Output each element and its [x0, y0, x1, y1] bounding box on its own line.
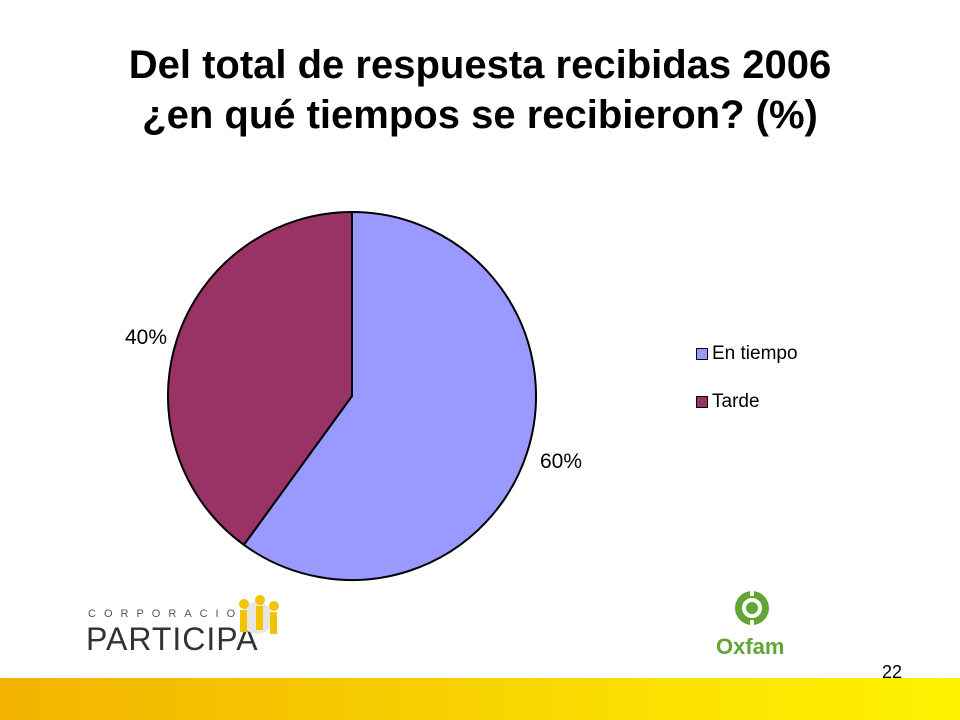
page-number: 22 [881, 662, 902, 682]
logo-big-text: PARTICIPA [86, 621, 259, 657]
corporacion-participa-logo: CORPORACION PARTICIPA [82, 594, 282, 664]
pie-slice-en-tiempo [242, 210, 537, 581]
pie-label-en-tiempo: 60% [540, 450, 582, 473]
oxfam-logo: Oxfam [714, 588, 790, 662]
footer-bar [0, 678, 960, 720]
legend-item-en-tiempo: En tiempo [696, 342, 798, 366]
pie-label-tarde: 40% [125, 326, 167, 349]
legend-label-en-tiempo: En tiempo [712, 343, 798, 364]
legend-swatch-en-tiempo [696, 348, 708, 360]
chart-legend: En tiempo Tarde [696, 342, 798, 438]
legend-item-tarde: Tarde [696, 390, 798, 414]
legend-swatch-tarde [696, 396, 708, 408]
oxfam-wordmark: Oxfam [716, 634, 785, 659]
people-figures-icon [239, 595, 279, 634]
oxfam-symbol-icon [735, 590, 769, 626]
legend-label-tarde: Tarde [712, 391, 760, 412]
logo-small-text: CORPORACION [88, 608, 260, 620]
title-line-1: Del total de respuesta recibidas 2006 [128, 43, 832, 87]
pie-slice-tarde [167, 210, 353, 547]
title-line-2: ¿en qué tiempos se recibieron? (%) [142, 93, 818, 137]
slide-title: Del total de respuesta recibidas 2006 ¿e… [0, 40, 960, 140]
